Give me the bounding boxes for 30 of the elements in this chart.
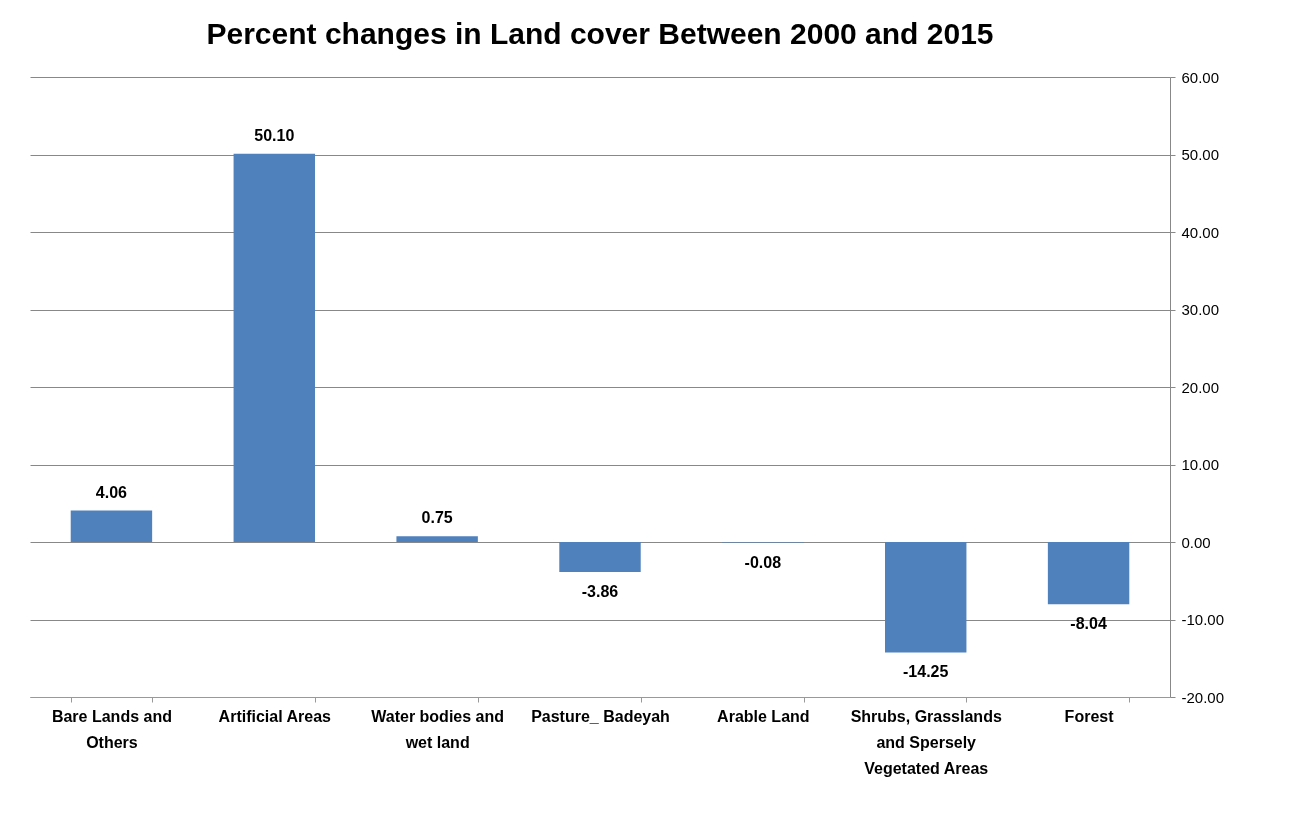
y-tick-label: 60.00 [1181,68,1220,86]
bar [559,542,641,572]
data-label: -14.25 [903,663,949,681]
y-tick-label: 40.00 [1181,223,1220,241]
x-tick-label: Pasture_ Badeyah [531,707,670,725]
x-tick-label: Arable Land [717,707,810,725]
y-tick-label: -20.00 [1181,688,1225,706]
bar [70,510,153,542]
x-tick-label: Shrubs, Grasslands and Spersely Vegetated Areas [850,707,1002,777]
bar [1047,542,1130,605]
chart-title: Percent changes in Land cover Between 2000 and 2015 [206,17,994,50]
x-tick-label: Water bodies and wet land [371,707,505,751]
bar [396,536,478,542]
y-tick-label: 0.00 [1181,533,1211,551]
x-tick-label: Bare Lands and Others [51,707,172,751]
data-label: 4.06 [95,483,128,501]
y-tick-label: 20.00 [1181,378,1220,396]
data-label: -3.86 [581,582,619,600]
y-tick-label: 10.00 [1181,456,1220,473]
data-label: -0.08 [744,553,782,571]
data-label: 50.10 [254,126,295,144]
y-tick-label: -10.00 [1181,611,1225,628]
x-tick-label: Artificial Areas [218,707,332,725]
bar [885,542,967,653]
data-label: 0.75 [421,509,453,527]
bar [233,153,315,542]
x-tick-label: Forest [1064,707,1115,725]
data-label: -8.04 [1070,615,1107,633]
y-tick-label: 50.00 [1181,146,1220,163]
y-tick-label: 30.00 [1181,301,1220,318]
